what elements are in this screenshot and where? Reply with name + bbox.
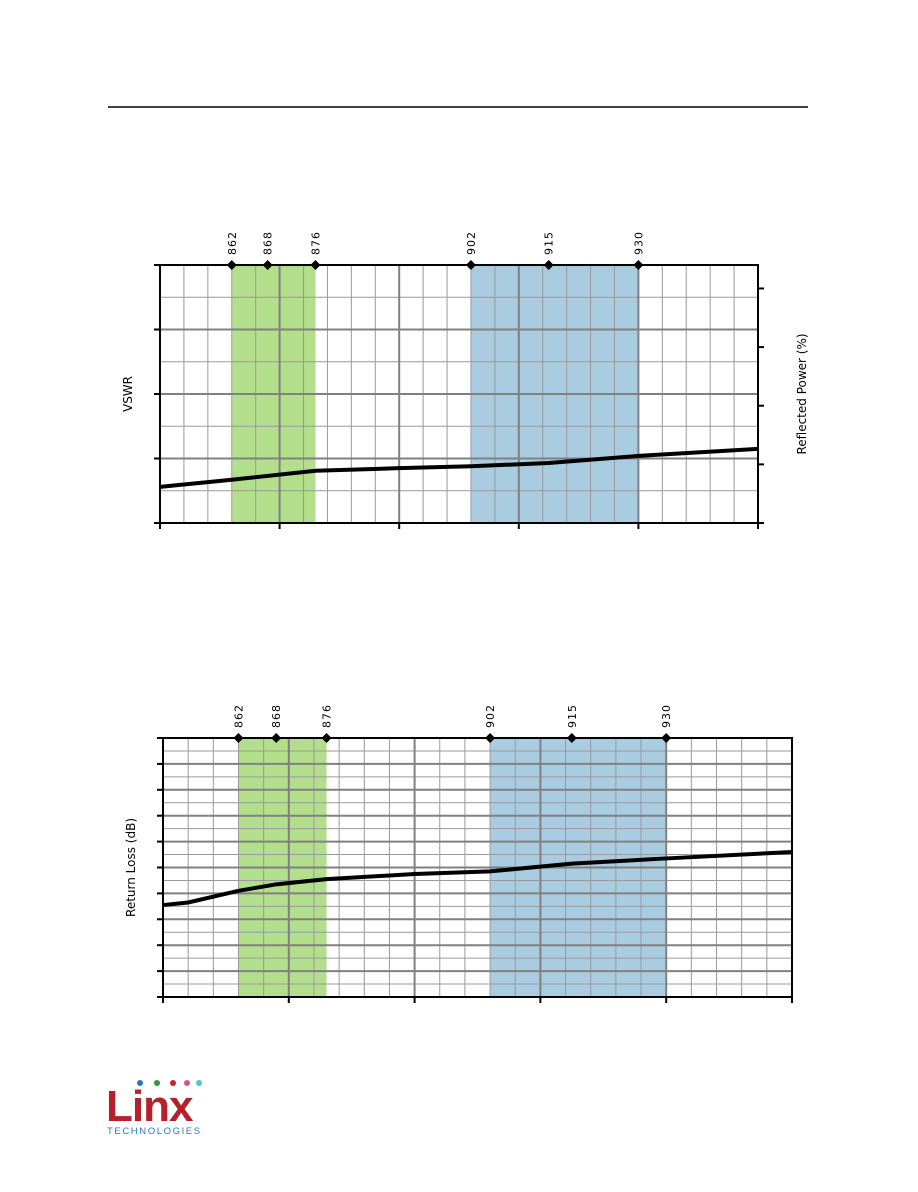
data-line — [159, 446, 759, 489]
marker-label: 902 — [484, 704, 497, 728]
marker-label: 876 — [321, 704, 334, 728]
marker-label: 915 — [543, 231, 556, 255]
marker-label: 876 — [309, 231, 322, 255]
marker-label: 862 — [226, 231, 239, 255]
marker-label: 930 — [660, 704, 673, 728]
logo-dot — [154, 1080, 160, 1086]
logo-name: Linx — [106, 1082, 194, 1131]
logo: Linx TECHNOLOGIES — [106, 1080, 202, 1137]
marker — [543, 260, 554, 270]
marker — [633, 260, 644, 270]
plot-frame — [162, 737, 793, 998]
marker-label: 915 — [566, 704, 579, 728]
marker — [233, 733, 244, 743]
y2-axis-label: Reflected Power (%) — [795, 333, 809, 454]
logo-dot — [170, 1080, 176, 1086]
marker-label: 930 — [632, 231, 645, 255]
logo-dot — [184, 1080, 190, 1086]
marker — [321, 733, 332, 743]
y-axis-label: Return Loss (dB) — [124, 818, 138, 917]
marker-label: 902 — [465, 231, 478, 255]
marker-label: 868 — [262, 231, 275, 255]
marker — [566, 733, 577, 743]
marker — [226, 260, 237, 270]
marker — [271, 733, 282, 743]
marker — [465, 260, 476, 270]
plot-frame — [159, 264, 759, 524]
marker — [310, 260, 321, 270]
marker — [262, 260, 273, 270]
logo-dot — [137, 1080, 143, 1086]
marker — [661, 733, 672, 743]
logo-dot — [196, 1080, 202, 1086]
logo-subtitle: TECHNOLOGIES — [107, 1126, 202, 1137]
marker — [485, 733, 496, 743]
marker-label: 862 — [232, 704, 245, 728]
marker-label: 868 — [270, 704, 283, 728]
y-axis-label: VSWR — [121, 376, 135, 412]
data-line — [162, 849, 793, 908]
